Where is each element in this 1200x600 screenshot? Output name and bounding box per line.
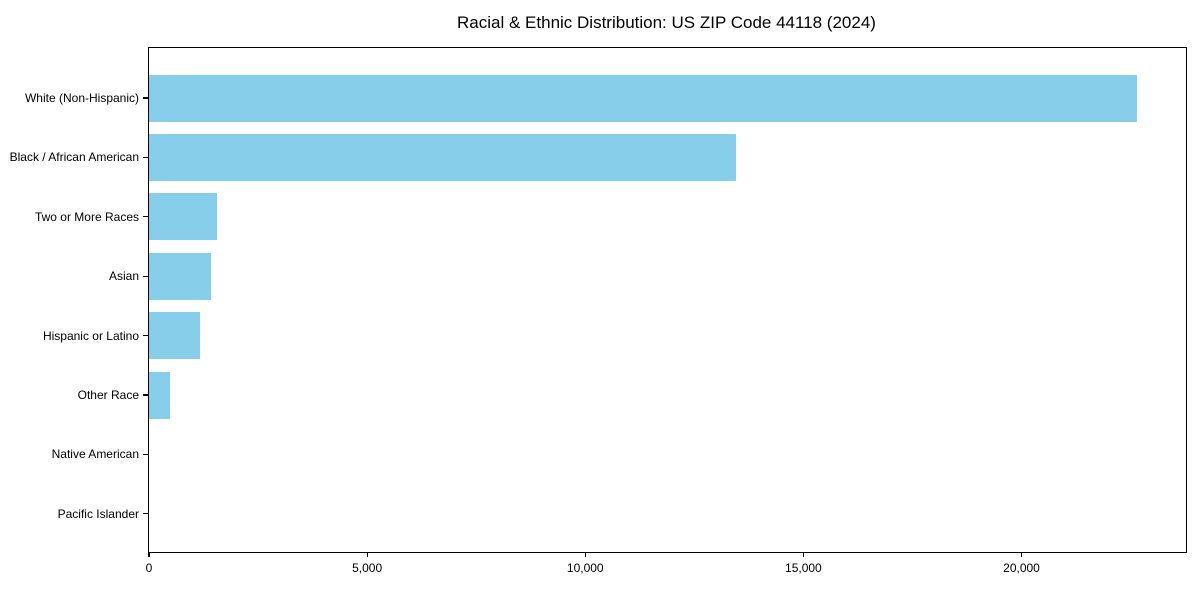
bar-two-or-more-races — [149, 193, 217, 241]
y-axis-label-white-non-hispanic: White (Non-Hispanic) — [24, 91, 139, 105]
y-axis-label-two-or-more-races: Two or More Races — [34, 209, 139, 224]
x-axis-tick — [148, 552, 150, 557]
x-axis-tick-label: 5,000 — [352, 561, 383, 575]
y-axis-label-hispanic-or-latino: Hispanic or Latino — [42, 328, 139, 343]
y-axis-label-black-african-american: Black / African American — [9, 150, 139, 165]
y-axis-tick — [143, 453, 148, 455]
y-axis-label-pacific-islander: Pacific Islander — [57, 506, 139, 521]
y-axis-tick — [143, 275, 148, 277]
chart-title: Racial & Ethnic Distribution: US ZIP Cod… — [457, 13, 876, 32]
y-axis-tick — [143, 335, 148, 337]
y-axis-label-native-american: Native American — [51, 447, 139, 462]
bar-asian — [149, 252, 211, 300]
x-axis-tick — [1020, 552, 1023, 557]
y-axis-tick — [143, 97, 148, 99]
bar-hispanic-or-latino — [149, 312, 201, 360]
y-axis-label-other-race: Other Race — [77, 388, 139, 402]
bar-other-race — [149, 371, 170, 419]
y-axis-tick — [143, 216, 148, 218]
bar-white-non-hispanic — [149, 74, 1138, 122]
y-axis-tick — [143, 156, 148, 158]
x-axis-tick-label: 0 — [145, 561, 153, 575]
x-axis-tick-label: 10,000 — [566, 561, 604, 575]
x-axis-tick — [802, 552, 804, 557]
x-axis-tick — [366, 552, 368, 557]
plot-area: White (Non-Hispanic) Black / African Amer… — [10, 47, 1187, 575]
y-axis-label-asian: Asian — [108, 269, 139, 284]
bar-black-african-american — [149, 133, 736, 181]
y-axis-tick — [143, 394, 148, 396]
x-axis-tick-label: 15,000 — [785, 561, 822, 575]
y-axis-tick — [143, 513, 148, 515]
x-axis-tick — [584, 552, 586, 557]
x-axis-tick-label: 20,000 — [1003, 561, 1040, 575]
